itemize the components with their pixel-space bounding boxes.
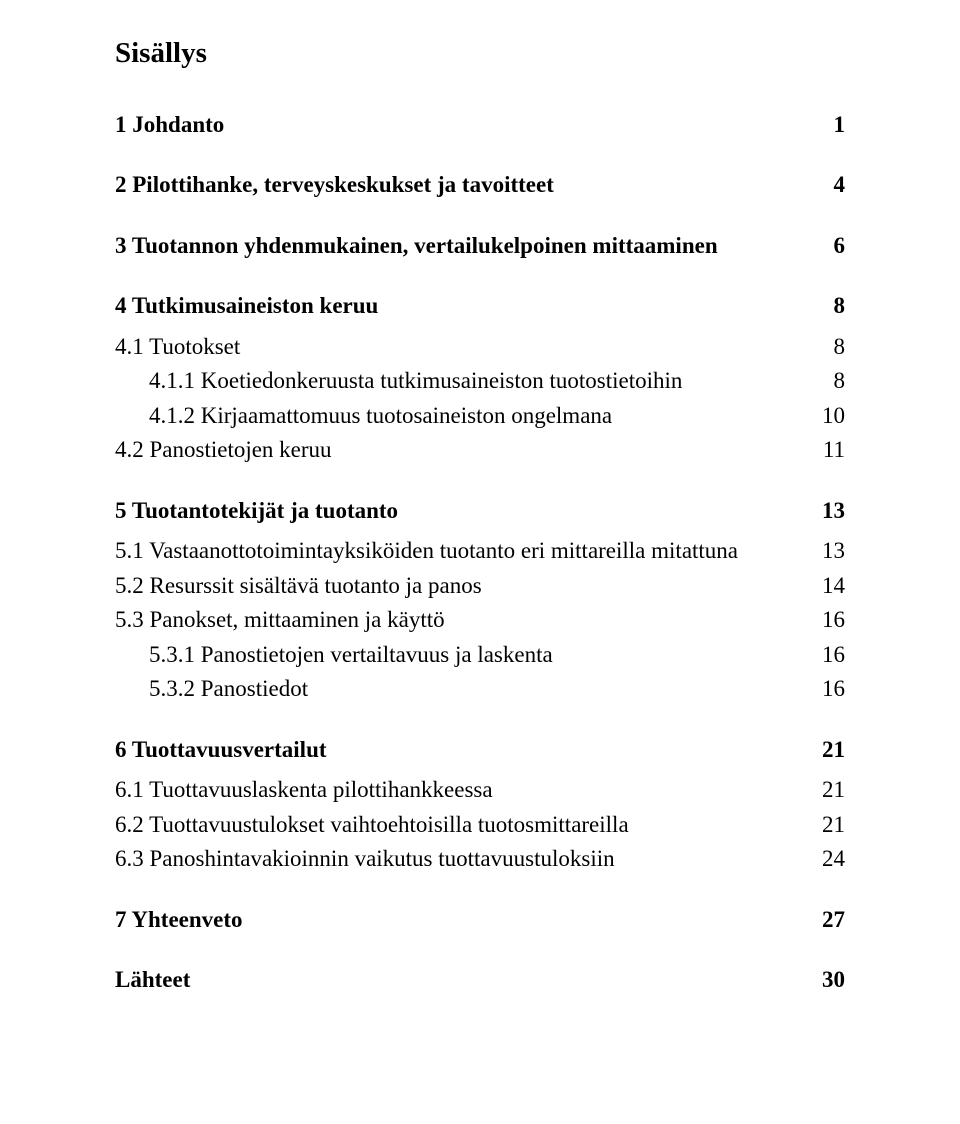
toc-entry: 5.3.1 Panostietojen vertailtavuus ja las… <box>115 638 845 673</box>
toc-entry: 5.2 Resurssit sisältävä tuotanto ja pano… <box>115 569 845 604</box>
toc-entry: 4.1.1 Koetiedonkeruusta tutkimusaineisto… <box>115 364 845 399</box>
toc-label: 4.1.1 Koetiedonkeruusta tutkimusaineisto… <box>149 364 817 399</box>
toc-entry: 1 Johdanto 1 <box>115 108 845 143</box>
toc-page: 4 <box>817 168 845 203</box>
toc-entry: 6 Tuottavuusvertailut 21 <box>115 733 845 768</box>
toc-entry: 4.2 Panostietojen keruu 11 <box>115 433 845 468</box>
toc-label: 4.2 Panostietojen keruu <box>115 433 817 468</box>
toc-page: 13 <box>817 534 845 569</box>
toc-entry: 5.3 Panokset, mittaaminen ja käyttö 16 <box>115 603 845 638</box>
toc-entry: 4.1 Tuotokset 8 <box>115 330 845 365</box>
toc-label: 5.3.1 Panostietojen vertailtavuus ja las… <box>149 638 817 673</box>
toc-entry: 4.1.2 Kirjaamattomuus tuotosaineiston on… <box>115 399 845 434</box>
toc-label: 5.2 Resurssit sisältävä tuotanto ja pano… <box>115 569 817 604</box>
toc-page: 16 <box>817 638 845 673</box>
toc-label: 4.1 Tuotokset <box>115 330 817 365</box>
toc-entry: 6.1 Tuottavuuslaskenta pilottihankkeessa… <box>115 773 845 808</box>
toc-page: 21 <box>817 733 845 768</box>
toc-entry: 5.3.2 Panostiedot 16 <box>115 672 845 707</box>
toc-page: 21 <box>817 808 845 843</box>
toc-label: 6.1 Tuottavuuslaskenta pilottihankkeessa <box>115 773 817 808</box>
toc-label: 1 Johdanto <box>115 108 817 143</box>
toc-label: 5 Tuotantotekijät ja tuotanto <box>115 494 817 529</box>
toc-label: 5.1 Vastaanottotoimintayksiköiden tuotan… <box>115 534 817 569</box>
toc-label: 2 Pilottihanke, terveyskeskukset ja tavo… <box>115 168 817 203</box>
toc-entry: 5.1 Vastaanottotoimintayksiköiden tuotan… <box>115 534 845 569</box>
page-title: Sisällys <box>115 32 845 76</box>
toc-label: Lähteet <box>115 963 817 998</box>
toc-entry: 6.3 Panoshintavakioinnin vaikutus tuotta… <box>115 842 845 877</box>
toc-label: 6.3 Panoshintavakioinnin vaikutus tuotta… <box>115 842 817 877</box>
toc-page: 14 <box>817 569 845 604</box>
toc-page: 6 <box>817 229 845 264</box>
toc-page: 16 <box>817 603 845 638</box>
toc-page: 16 <box>817 672 845 707</box>
toc-page: 8 <box>817 364 845 399</box>
toc-label: 4.1.2 Kirjaamattomuus tuotosaineiston on… <box>149 399 817 434</box>
toc-page: 8 <box>817 289 845 324</box>
toc-page: 10 <box>817 399 845 434</box>
toc-entry: 6.2 Tuottavuustulokset vaihtoehtoisilla … <box>115 808 845 843</box>
toc-label: 6 Tuottavuusvertailut <box>115 733 817 768</box>
toc-entry: 3 Tuotannon yhdenmukainen, vertailukelpo… <box>115 229 845 264</box>
toc-entry: Lähteet 30 <box>115 963 845 998</box>
toc-entry: 4 Tutkimusaineiston keruu 8 <box>115 289 845 324</box>
toc-page: 21 <box>817 773 845 808</box>
toc-page: 30 <box>817 963 845 998</box>
toc-label: 6.2 Tuottavuustulokset vaihtoehtoisilla … <box>115 808 817 843</box>
toc-page: 11 <box>817 433 845 468</box>
toc-page: 13 <box>817 494 845 529</box>
toc-page: 27 <box>817 903 845 938</box>
toc-label: 4 Tutkimusaineiston keruu <box>115 289 817 324</box>
toc-label: 5.3.2 Panostiedot <box>149 672 817 707</box>
toc-entry: 5 Tuotantotekijät ja tuotanto 13 <box>115 494 845 529</box>
toc-entry: 2 Pilottihanke, terveyskeskukset ja tavo… <box>115 168 845 203</box>
toc-label: 7 Yhteenveto <box>115 903 817 938</box>
toc-page: 8 <box>817 330 845 365</box>
toc-entry: 7 Yhteenveto 27 <box>115 903 845 938</box>
toc-label: 5.3 Panokset, mittaaminen ja käyttö <box>115 603 817 638</box>
toc-label: 3 Tuotannon yhdenmukainen, vertailukelpo… <box>115 229 817 264</box>
table-of-contents: 1 Johdanto 1 2 Pilottihanke, terveyskesk… <box>115 108 845 998</box>
toc-page: 24 <box>817 842 845 877</box>
toc-page: 1 <box>817 108 845 143</box>
